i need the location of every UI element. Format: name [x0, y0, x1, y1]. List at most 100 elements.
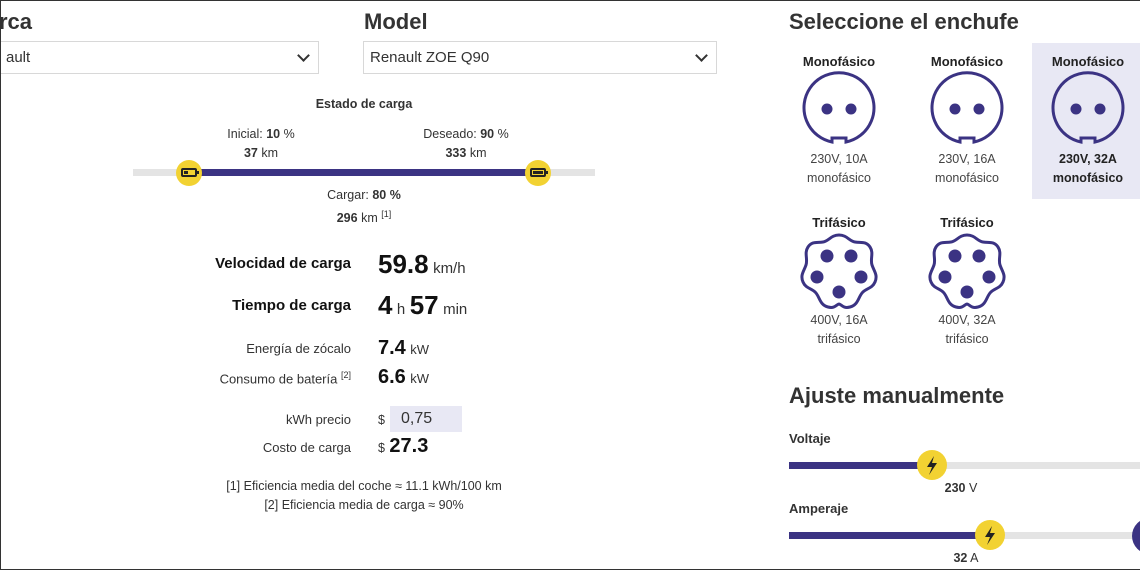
plug-phase: trifásico: [817, 332, 861, 346]
plug-phase: monofásico: [1052, 171, 1124, 185]
voltage-track-fill: [789, 462, 931, 469]
time-hours: 4: [378, 290, 393, 320]
charge-track-fill: [189, 169, 539, 176]
battery-consumption-value: 6.6 kW: [378, 366, 429, 389]
charge-cost-label: Costo de carga: [262, 440, 351, 455]
charge-cost-value: $ 27.3: [378, 435, 428, 458]
footnote-ref-1: [1]: [381, 209, 392, 219]
desired-label: Deseado:: [423, 127, 477, 141]
plug-option-5[interactable]: Trifásico 400V, 32A trifásico: [904, 204, 1030, 360]
footnotes: [1] Eficiencia media del coche ≈ 11.1 kW…: [164, 477, 564, 515]
currency-symbol: $: [378, 413, 385, 427]
voltage-label: Voltaje: [789, 431, 831, 446]
socket-energy-label: Energía de zócalo: [246, 341, 351, 356]
voltage-track: [789, 462, 1140, 469]
brand-label: rca: [0, 9, 33, 34]
plug-option-1[interactable]: Monofásico 230V, 10A monofásico: [776, 43, 902, 199]
plug-title: Trifásico: [940, 215, 994, 230]
plug-option-4[interactable]: Trifásico 400V, 16A trifásico: [776, 204, 902, 360]
km-unit: km: [261, 146, 279, 160]
plug-desc: 230V, 32A monofásico: [1032, 150, 1140, 188]
battery-consumption-label: Consumo de batería [2]: [151, 370, 351, 386]
plug-title: Monofásico: [802, 54, 876, 69]
footnote-2: [2] Eficiencia media de carga ≈ 90%: [264, 498, 464, 512]
speed-unit: km/h: [433, 260, 466, 277]
charge-cost-number: 27.3: [389, 435, 429, 457]
charge-pct: 80 %: [372, 188, 401, 202]
initial-charge-handle[interactable]: [176, 160, 202, 186]
plug-title: Trifásico: [812, 215, 866, 230]
battery-low-icon: [181, 168, 199, 177]
plug-spec: 400V, 16A: [810, 313, 868, 327]
socket-energy-unit: kW: [410, 342, 430, 357]
chevron-down-icon: [695, 49, 708, 62]
plug-spec: 230V, 32A: [1059, 152, 1117, 166]
model-select[interactable]: Renault ZOE Q90: [363, 41, 717, 74]
charge-time-value: 4 h 57 min: [378, 290, 467, 321]
footnote-1: [1] Eficiencia media del coche ≈ 11.1 kW…: [226, 479, 502, 493]
amperage-value: 32: [953, 551, 968, 565]
plug-desc: 400V, 16A trifásico: [776, 311, 902, 349]
amperage-track-fill: [789, 532, 989, 539]
manual-section-title: Ajuste manualmente: [789, 383, 1005, 408]
brand-select[interactable]: ault: [1, 41, 319, 74]
single-phase-plug-icon: [802, 71, 876, 144]
plug-title: Monofásico: [930, 54, 1004, 69]
three-phase-plug-icon: [928, 233, 1006, 309]
speed-number: 59.8: [378, 249, 429, 279]
kwh-price-input[interactable]: 0,75: [390, 406, 462, 432]
desired-charge-readout: Deseado: 90 % 333 km: [406, 125, 526, 163]
voltage-handle[interactable]: [917, 450, 947, 480]
currency-symbol: $: [378, 441, 385, 455]
plug-desc: 230V, 10A monofásico: [776, 150, 902, 188]
pct-unit: %: [497, 127, 509, 141]
plug-title: Monofásico: [1051, 54, 1125, 69]
amperage-max-handle[interactable]: [1132, 518, 1140, 554]
brand-select-value: ault: [6, 49, 31, 66]
plug-desc: 400V, 32A trifásico: [904, 311, 1030, 349]
footnote-ref-2: [2]: [340, 370, 351, 380]
desired-charge-handle[interactable]: [525, 160, 551, 186]
three-phase-plug-icon: [800, 233, 878, 309]
voltage-value: 230: [944, 481, 966, 495]
amperage-unit: A: [970, 551, 979, 565]
desired-pct: 90: [480, 127, 495, 141]
charge-label: Cargar:: [327, 188, 369, 202]
battery-consumption-number: 6.6: [378, 366, 406, 388]
lightning-bolt-icon: [927, 456, 937, 475]
charge-time-label: Tiempo de carga: [232, 297, 351, 314]
km-unit: km: [469, 146, 487, 160]
battery-full-icon: [530, 168, 548, 177]
battery-consumption-text: Consumo de batería: [219, 371, 338, 387]
minutes-unit: min: [443, 301, 468, 318]
plug-phase: monofásico: [935, 171, 999, 185]
voltage-readout: 230 V: [931, 481, 991, 495]
voltage-unit: V: [969, 481, 978, 495]
plug-spec: 230V, 16A: [938, 152, 996, 166]
plug-option-3-selected[interactable]: Monofásico 230V, 32A monofásico: [1032, 43, 1140, 199]
amperage-readout: 32 A: [936, 551, 996, 565]
pct-unit: %: [283, 127, 295, 141]
amperage-handle[interactable]: [975, 520, 1005, 550]
initial-km: 37: [243, 146, 258, 160]
model-select-value: Renault ZOE Q90: [370, 49, 490, 66]
plug-section-title: Seleccione el enchufe: [789, 9, 1019, 34]
socket-energy-value: 7.4 kW: [378, 337, 429, 360]
plug-option-2[interactable]: Monofásico 230V, 16A monofásico: [904, 43, 1030, 199]
battery-consumption-unit: kW: [410, 371, 430, 386]
chevron-down-icon: [297, 49, 310, 62]
initial-label: Inicial:: [227, 127, 263, 141]
charge-speed-value: 59.8 km/h: [378, 249, 466, 280]
charge-speed-label: Velocidad de carga: [215, 255, 351, 272]
time-minutes: 57: [409, 290, 439, 320]
plug-desc: 230V, 16A monofásico: [904, 150, 1030, 188]
single-phase-plug-icon: [930, 71, 1004, 144]
socket-energy-number: 7.4: [378, 337, 406, 359]
hours-unit: h: [396, 301, 406, 318]
kwh-price-label: kWh precio: [285, 412, 351, 427]
plug-phase: trifásico: [945, 332, 989, 346]
amperage-label: Amperaje: [789, 501, 849, 516]
single-phase-plug-icon: [1051, 71, 1125, 144]
model-label: Model: [364, 9, 428, 34]
